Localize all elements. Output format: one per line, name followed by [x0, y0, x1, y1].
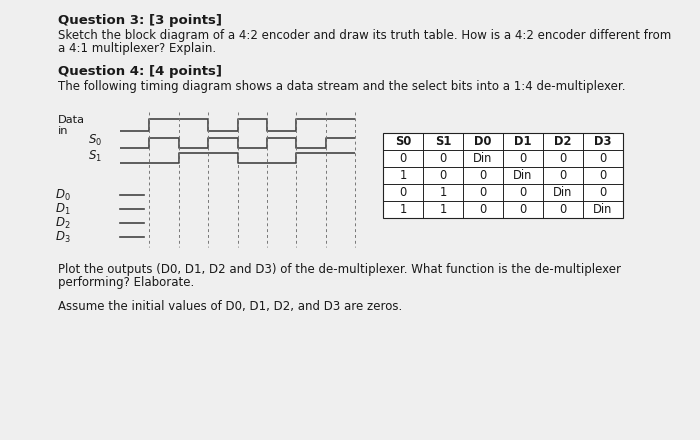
Text: 0: 0	[559, 169, 566, 182]
Text: 0: 0	[480, 169, 486, 182]
Text: Question 4: [4 points]: Question 4: [4 points]	[58, 65, 222, 78]
Text: S0: S0	[395, 135, 411, 148]
Text: 1: 1	[400, 203, 407, 216]
Text: Din: Din	[513, 169, 533, 182]
Text: 0: 0	[480, 203, 486, 216]
Text: Din: Din	[553, 186, 573, 199]
Text: 0: 0	[400, 152, 407, 165]
Text: Sketch the block diagram of a 4:2 encoder and draw its truth table. How is a 4:2: Sketch the block diagram of a 4:2 encode…	[58, 29, 671, 42]
Text: Assume the initial values of D0, D1, D2, and D3 are zeros.: Assume the initial values of D0, D1, D2,…	[58, 300, 402, 313]
Text: D1: D1	[514, 135, 532, 148]
Text: The following timing diagram shows a data stream and the select bits into a 1:4 : The following timing diagram shows a dat…	[58, 80, 626, 93]
Text: 0: 0	[519, 203, 526, 216]
Text: 0: 0	[440, 152, 447, 165]
Text: a 4:1 multiplexer? Explain.: a 4:1 multiplexer? Explain.	[58, 42, 216, 55]
Text: 0: 0	[559, 203, 566, 216]
Text: 1: 1	[440, 203, 447, 216]
Text: 0: 0	[519, 152, 526, 165]
Text: $D_1$: $D_1$	[55, 202, 71, 217]
Text: 0: 0	[599, 152, 607, 165]
Text: 0: 0	[599, 169, 607, 182]
Text: 0: 0	[480, 186, 486, 199]
Text: $D_3$: $D_3$	[55, 230, 71, 245]
Text: D0: D0	[475, 135, 491, 148]
Text: $D_0$: $D_0$	[55, 188, 71, 203]
Text: Data: Data	[58, 115, 85, 125]
Text: 0: 0	[400, 186, 407, 199]
Text: D3: D3	[594, 135, 612, 148]
Text: performing? Elaborate.: performing? Elaborate.	[58, 276, 195, 289]
Text: 1: 1	[400, 169, 407, 182]
Bar	[383, 133, 623, 218]
Text: Plot the outputs (D0, D1, D2 and D3) of the de-multiplexer. What function is the: Plot the outputs (D0, D1, D2 and D3) of …	[58, 263, 621, 276]
Text: $S_0$: $S_0$	[88, 133, 102, 148]
Text: 1: 1	[440, 186, 447, 199]
Text: $S_1$: $S_1$	[88, 149, 102, 164]
Text: 0: 0	[440, 169, 447, 182]
Text: 0: 0	[559, 152, 566, 165]
Text: Din: Din	[473, 152, 493, 165]
Text: Question 3: [3 points]: Question 3: [3 points]	[58, 14, 222, 27]
Text: in: in	[58, 126, 69, 136]
Text: 0: 0	[599, 186, 607, 199]
Text: Din: Din	[594, 203, 612, 216]
Text: D2: D2	[554, 135, 572, 148]
Text: 0: 0	[519, 186, 526, 199]
Text: $D_2$: $D_2$	[55, 216, 71, 231]
Text: S1: S1	[435, 135, 452, 148]
